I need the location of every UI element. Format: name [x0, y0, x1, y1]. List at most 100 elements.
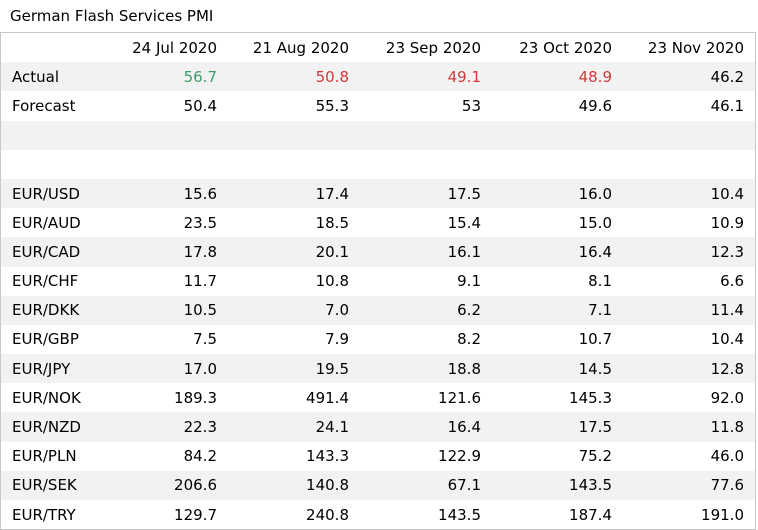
pair-value: 15.0: [578, 213, 612, 232]
pair-value: 22.3: [183, 418, 217, 437]
pair-value: 12.3: [710, 242, 744, 261]
pair-value: 8.1: [588, 272, 612, 291]
forecast-value: 55.3: [315, 96, 349, 115]
header-cell: 21 Aug 2020: [252, 38, 349, 57]
actual-value: 49.1: [447, 67, 481, 86]
table-row: EUR/TRY 129.7 240.8 143.5 187.4 191.0: [1, 500, 755, 529]
pair-label: EUR/DKK: [12, 301, 80, 320]
pair-label: EUR/AUD: [12, 213, 81, 232]
pair-value: 7.0: [325, 301, 349, 320]
pair-value: 92.0: [710, 388, 744, 407]
pair-value: 143.3: [306, 447, 349, 466]
pair-value: 11.8: [710, 418, 744, 437]
pair-label: EUR/PLN: [12, 447, 77, 466]
pair-value: 140.8: [306, 476, 349, 495]
pair-value: 10.4: [710, 330, 744, 349]
pair-value: 23.5: [183, 213, 217, 232]
pair-value: 145.3: [569, 388, 612, 407]
pair-value: 84.2: [183, 447, 217, 466]
pair-label: EUR/CHF: [12, 272, 79, 291]
pair-value: 67.1: [447, 476, 481, 495]
forecast-value: 50.4: [183, 96, 217, 115]
pair-value: 11.4: [710, 301, 744, 320]
pair-value: 10.4: [710, 184, 744, 203]
pair-value: 6.6: [720, 272, 744, 291]
table-row: EUR/CHF 11.7 10.8 9.1 8.1 6.6: [1, 267, 755, 296]
pair-value: 491.4: [306, 388, 349, 407]
table-row: EUR/NOK 189.3 491.4 121.6 145.3 92.0: [1, 383, 755, 412]
table-row: EUR/NZD 22.3 24.1 16.4 17.5 11.8: [1, 412, 755, 442]
pair-value: 10.7: [578, 330, 612, 349]
pair-value: 7.1: [588, 301, 612, 320]
actual-value: 56.7: [183, 67, 217, 86]
currency-pair-rows: EUR/USD 15.6 17.4 17.5 16.0 10.4 EUR/AUD 23.5 18…: [1, 178, 755, 529]
pair-value: 16.4: [447, 418, 481, 437]
pair-value: 17.0: [183, 359, 217, 378]
forecast-value: 49.6: [578, 96, 612, 115]
pair-value: 143.5: [569, 476, 612, 495]
pair-value: 10.5: [183, 301, 217, 320]
pair-value: 10.8: [315, 272, 349, 291]
pair-value: 24.1: [315, 418, 349, 437]
table-row: EUR/DKK 10.5 7.0 6.2 7.1 11.4: [1, 295, 755, 325]
page-title: German Flash Services PMI: [10, 7, 214, 25]
pair-value: 189.3: [174, 388, 217, 407]
pair-value: 17.8: [183, 242, 217, 261]
header-cell: 23 Oct 2020: [519, 38, 612, 57]
pair-value: 10.9: [710, 213, 744, 232]
pair-value: 7.9: [325, 330, 349, 349]
pair-label: EUR/TRY: [12, 505, 76, 524]
pair-value: 14.5: [578, 359, 612, 378]
pair-value: 122.9: [438, 447, 481, 466]
pair-value: 8.2: [457, 330, 481, 349]
table-row: EUR/USD 15.6 17.4 17.5 16.0 10.4: [1, 178, 755, 209]
pair-value: 17.5: [447, 184, 481, 203]
header-cell: 24 Jul 2020: [132, 38, 217, 57]
pair-value: 19.5: [315, 359, 349, 378]
pair-value: 129.7: [174, 505, 217, 524]
data-table: 24 Jul 2020 21 Aug 2020 23 Sep 2020 23 O…: [0, 32, 756, 530]
pair-label: EUR/NOK: [12, 388, 81, 407]
pair-value: 77.6: [710, 476, 744, 495]
forecast-value: 53: [461, 96, 481, 115]
row-label: Actual: [12, 67, 59, 86]
actual-value: 46.2: [710, 67, 744, 86]
spacer-row: [1, 150, 755, 179]
pair-value: 16.0: [578, 184, 612, 203]
pair-value: 9.1: [457, 272, 481, 291]
pair-value: 15.4: [447, 213, 481, 232]
table-row: EUR/AUD 23.5 18.5 15.4 15.0 10.9: [1, 208, 755, 237]
pair-value: 20.1: [315, 242, 349, 261]
pair-value: 11.7: [183, 272, 217, 291]
pair-value: 18.5: [315, 213, 349, 232]
header-cell: 23 Sep 2020: [385, 38, 481, 57]
pair-label: EUR/USD: [12, 184, 80, 203]
pair-value: 17.4: [315, 184, 349, 203]
pair-label: EUR/CAD: [12, 242, 81, 261]
forecast-row: Forecast 50.4 55.3 53 49.6 46.1: [1, 91, 755, 120]
row-label: Forecast: [12, 96, 76, 115]
pair-value: 240.8: [306, 505, 349, 524]
table-row: EUR/JPY 17.0 19.5 18.8 14.5 12.8: [1, 354, 755, 384]
pair-value: 6.2: [457, 301, 481, 320]
pair-value: 7.5: [193, 330, 217, 349]
pair-value: 75.2: [578, 447, 612, 466]
pair-value: 191.0: [701, 505, 744, 524]
pair-value: 18.8: [447, 359, 481, 378]
table-row: EUR/GBP 7.5 7.9 8.2 10.7 10.4: [1, 325, 755, 354]
header-cell: 23 Nov 2020: [647, 38, 744, 57]
pair-value: 46.0: [710, 447, 744, 466]
header-row: 24 Jul 2020 21 Aug 2020 23 Sep 2020 23 O…: [1, 33, 755, 62]
actual-value: 48.9: [578, 67, 612, 86]
pair-value: 206.6: [174, 476, 217, 495]
table-row: EUR/PLN 84.2 143.3 122.9 75.2 46.0: [1, 442, 755, 471]
pair-value: 121.6: [438, 388, 481, 407]
pair-label: EUR/SEK: [12, 476, 77, 495]
pair-value: 16.4: [578, 242, 612, 261]
pair-label: EUR/JPY: [12, 359, 71, 378]
pair-value: 12.8: [710, 359, 744, 378]
pair-label: EUR/GBP: [12, 330, 79, 349]
pair-value: 15.6: [183, 184, 217, 203]
spacer-row: [1, 120, 755, 150]
pair-value: 143.5: [438, 505, 481, 524]
